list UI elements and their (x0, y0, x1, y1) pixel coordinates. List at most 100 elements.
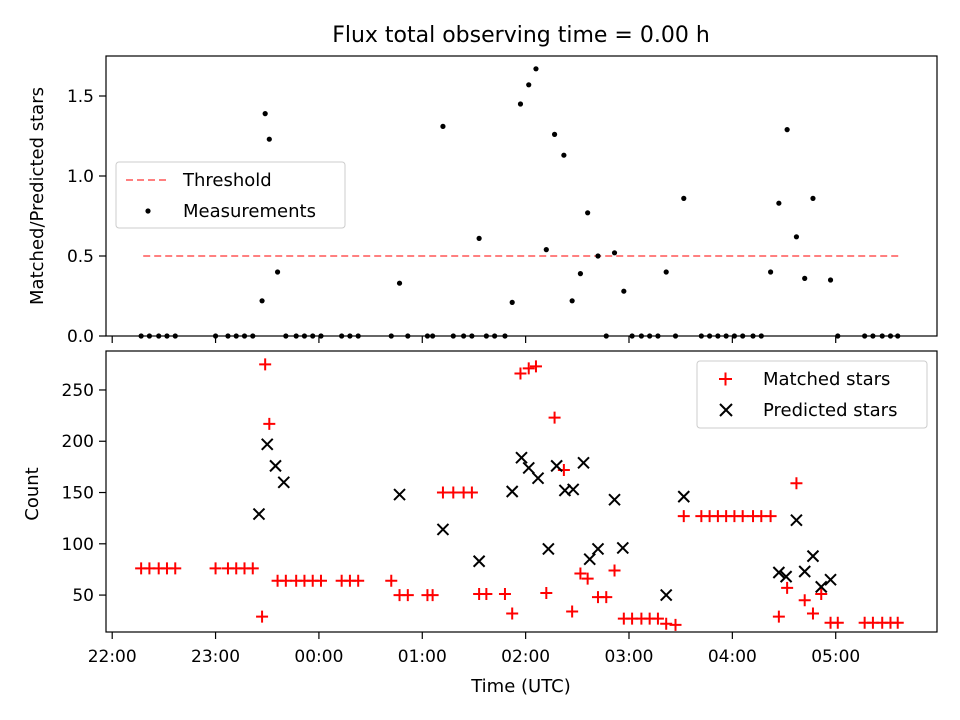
measurement-point (810, 195, 816, 201)
matched-star-marker (498, 588, 511, 601)
measurement-point (767, 269, 774, 275)
matched-star-marker (385, 574, 398, 587)
matched-star-marker (608, 564, 621, 577)
predicted-star-marker (261, 438, 274, 451)
matched-star-marker (660, 617, 673, 630)
predicted-star-marker (798, 565, 811, 578)
matched-star-marker (256, 610, 269, 623)
measurement-point (802, 275, 808, 281)
bottom-y-axis-ticks: 50 100 150 200 250 (62, 381, 106, 606)
measurement-point (517, 101, 524, 107)
matched-star-marker (522, 362, 535, 375)
matched-star-marker (790, 477, 803, 490)
matched-star-marker (736, 510, 749, 523)
top-y-axis-ticks: 0.0 0.5 1.0 1.5 (67, 87, 106, 347)
matched-star-marker (764, 510, 777, 523)
matched-star-marker (891, 616, 904, 629)
bottom-legend: Matched stars Predicted stars (696, 360, 928, 429)
measurements-legend-label: Measurements (183, 201, 316, 222)
measurement-point (509, 299, 515, 305)
measurement-point (663, 269, 669, 275)
x-tick-label: 04:00 (708, 647, 757, 667)
measurement-point (681, 195, 687, 201)
matched-star-marker (581, 572, 594, 585)
matched-star-marker (548, 411, 561, 424)
x-axis-label: Time (UTC) (470, 676, 571, 697)
measurement-point (440, 123, 446, 129)
measurement-point (827, 277, 834, 283)
measurement-point (266, 136, 272, 142)
matched-star-marker (540, 587, 553, 600)
measurement-point (262, 111, 268, 117)
measurement-point (569, 298, 575, 304)
measurement-point (784, 127, 790, 133)
predicted-star-marker (772, 566, 786, 579)
predicted-star-marker (608, 493, 621, 506)
predicted-star-marker (550, 459, 563, 473)
predicted-star-marker (583, 552, 596, 566)
bottom-y-tick-label: 200 (62, 432, 94, 452)
measurement-point (621, 288, 627, 294)
predicted-star-marker (252, 507, 266, 521)
bottom-legend-box (696, 360, 928, 429)
predicted-star-marker (566, 483, 580, 496)
x-tick-label: 00:00 (294, 647, 343, 667)
matched-star-marker (772, 610, 785, 623)
matched-star-marker (831, 616, 844, 629)
predicted-star-marker (277, 476, 290, 489)
matched-star-marker (246, 562, 259, 575)
bottom-axes-frame (105, 350, 938, 633)
matched-star-marker (677, 510, 690, 523)
x-tick-label: 01:00 (398, 647, 447, 667)
measurement-point (595, 253, 601, 259)
measurements-legend-swatch (145, 208, 151, 214)
matched-legend-swatch (719, 372, 732, 386)
predicted-star-marker (472, 555, 486, 568)
top-legend: Threshold Measurements (115, 161, 346, 229)
predicted-star-marker (393, 488, 406, 501)
measurement-point (611, 250, 618, 256)
top-y-axis-label: Matched/Predicted stars (27, 87, 48, 305)
matched-star-marker (169, 562, 182, 575)
measurement-point (543, 247, 549, 253)
matched-star-marker (465, 486, 478, 499)
matched-star-marker (259, 358, 272, 371)
predicted-star-marker (522, 461, 535, 475)
bottom-panel: 50 100 150 200 250 22:00 23:00 00:00 01:00 02:00… (22, 350, 938, 697)
measurement-point (585, 210, 591, 216)
measurement-point (526, 82, 532, 88)
x-tick-label: 23:00 (191, 647, 240, 667)
matched-star-marker (426, 589, 439, 602)
threshold-legend-label: Threshold (182, 170, 272, 191)
predicted-star-marker (779, 570, 793, 583)
matched-star-marker (263, 417, 276, 430)
bottom-y-tick-label: 50 (72, 586, 94, 606)
predicted-star-marker (815, 580, 828, 594)
predicted-star-marker (505, 485, 519, 498)
matched-star-marker (436, 486, 449, 499)
matched-star-marker (600, 591, 613, 604)
top-y-tick-label: 0.0 (67, 327, 94, 347)
predicted-star-marker (806, 549, 820, 563)
chart-title: Flux total observing time = 0.00 h (332, 23, 710, 48)
matched-star-marker (352, 574, 365, 587)
predicted-star-marker (677, 490, 690, 503)
bottom-plot-area (135, 358, 904, 631)
matched-star-marker (314, 574, 327, 587)
predicted-star-marker (577, 456, 590, 469)
top-y-tick-label: 1.0 (67, 167, 94, 187)
x-tick-label: 22:00 (88, 647, 137, 667)
top-y-tick-label: 1.5 (67, 87, 94, 107)
matched-star-marker (506, 607, 519, 620)
matched-star-marker (209, 562, 222, 575)
measurement-point (396, 280, 403, 286)
matched-star-marker (669, 618, 682, 631)
x-tick-label: 03:00 (604, 647, 653, 667)
predicted-star-marker (616, 541, 629, 555)
bottom-y-axis-label: Count (22, 467, 43, 520)
measurement-point (793, 234, 800, 240)
top-panel: 0.0 0.5 1.0 1.5 Matched/Predicted stars Thr… (27, 55, 938, 347)
measurement-point (776, 200, 782, 206)
bottom-y-tick-label: 150 (62, 484, 94, 504)
